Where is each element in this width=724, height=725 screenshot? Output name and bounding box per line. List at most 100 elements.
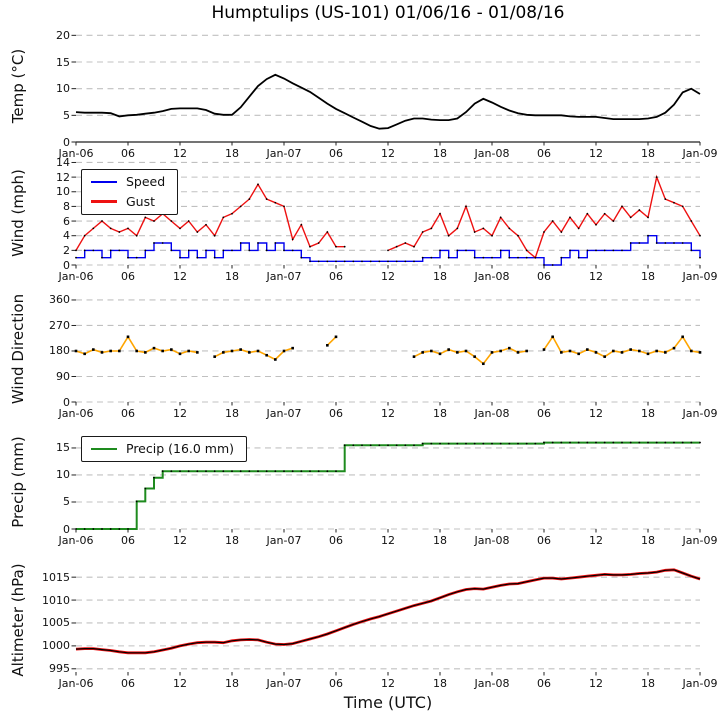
x-tick-label-temp: 12 [173,146,187,160]
x-tick-label-precip: 18 [225,533,239,547]
x-tick-label-temp: 12 [381,146,395,160]
x-tick-label-dir: 06 [537,406,551,420]
x-tick-label-wind: 18 [433,269,447,283]
precip-line-icon [91,447,117,451]
y-tick-label-dir: 270 [49,318,70,332]
x-tick-label-alt: 12 [173,676,187,690]
y-tick-label-alt: 1005 [42,616,70,630]
x-tick-label-wind: 12 [589,269,603,283]
y-tick-label-wind: 12 [56,170,70,184]
y-tick-label-dir: 180 [49,344,70,358]
x-tick-label-temp: 18 [641,146,655,160]
x-tick-label-alt: Jan-07 [266,676,302,690]
x-tick-label-alt: Jan-09 [682,676,718,690]
x-tick-label-wind: Jan-09 [682,269,718,283]
x-tick-label-dir: 12 [381,406,395,420]
x-tick-label-dir: 18 [641,406,655,420]
x-tick-label-wind: 06 [329,269,343,283]
x-tick-label-wind: 12 [381,269,395,283]
x-tick-label-dir: 12 [173,406,187,420]
y-tick-label-wind: 6 [63,214,70,228]
x-tick-label-dir: 06 [121,406,135,420]
y-tick-label-temp: 15 [56,55,70,69]
legend-entry-precip: Precip (16.0 mm) [91,442,234,456]
x-tick-label-wind: 12 [173,269,187,283]
x-tick-label-dir: 18 [433,406,447,420]
x-tick-label-temp: Jan-09 [682,146,718,160]
x-tick-label-alt: 06 [537,676,551,690]
x-tick-label-alt: 12 [589,676,603,690]
y-tick-label-wind: 10 [56,185,70,199]
y-tick-label-precip: 10 [56,468,70,482]
x-tick-label-temp: 06 [121,146,135,160]
x-tick-label-temp: Jan-06 [58,146,94,160]
x-tick-label-temp: 06 [329,146,343,160]
x-tick-label-wind: 06 [121,269,135,283]
y-tick-label-temp: 0 [63,135,70,149]
y-tick-label-precip: 0 [63,522,70,536]
legend-entry-gust: Gust [91,194,165,209]
x-tick-label-alt: 18 [433,676,447,690]
x-tick-label-precip: 18 [433,533,447,547]
x-tick-label-wind: 18 [641,269,655,283]
x-tick-label-alt: 18 [225,676,239,690]
x-tick-label-dir: 18 [225,406,239,420]
y-tick-label-temp: 10 [56,82,70,96]
x-tick-label-precip: 06 [329,533,343,547]
x-tick-label-precip: Jan-08 [474,533,510,547]
x-tick-label-precip: Jan-07 [266,533,302,547]
legend-label-speed: Speed [126,174,166,189]
legend-entry-speed: Speed [91,175,165,189]
x-tick-label-precip: 12 [589,533,603,547]
x-tick-label-alt: Jan-06 [58,676,94,690]
y-tick-label-temp: 20 [56,28,70,42]
x-tick-label-precip: 12 [381,533,395,547]
x-tick-label-alt: 06 [329,676,343,690]
x-tick-label-dir: 06 [329,406,343,420]
x-tick-label-alt: Jan-08 [474,676,510,690]
x-tick-label-precip: Jan-06 [58,533,94,547]
y-tick-label-precip: 5 [63,495,70,509]
y-tick-label-dir: 90 [56,369,70,383]
x-tick-label-precip: 06 [121,533,135,547]
x-tick-label-alt: 12 [381,676,395,690]
x-tick-label-wind: Jan-08 [474,269,510,283]
y-tick-label-wind: 0 [63,258,70,272]
y-tick-label-wind: 14 [56,155,70,169]
y-tick-label-wind: 4 [63,229,70,243]
x-tick-label-wind: Jan-06 [58,269,94,283]
x-tick-label-dir: Jan-06 [58,406,94,420]
x-tick-label-alt: 06 [121,676,135,690]
x-tick-label-dir: Jan-09 [682,406,718,420]
x-tick-label-dir: 12 [589,406,603,420]
chart-title: Humptulips (US-101) 01/06/16 - 01/08/16 [211,3,565,23]
x-tick-label-wind: Jan-07 [266,269,302,283]
x-tick-label-temp: Jan-08 [474,146,510,160]
x-tick-label-dir: Jan-07 [266,406,302,420]
x-tick-label-wind: 18 [225,269,239,283]
x-tick-label-temp: 12 [589,146,603,160]
y-tick-label-temp: 5 [63,108,70,122]
y-tick-label-dir: 360 [49,293,70,307]
x-tick-label-wind: 06 [537,269,551,283]
speed-line-icon [91,180,117,184]
x-tick-label-temp: 18 [433,146,447,160]
x-tick-label-precip: Jan-09 [682,533,718,547]
y-tick-label-wind: 8 [63,199,70,213]
wind-legend: Speed Gust [81,169,179,215]
x-tick-label-precip: 06 [537,533,551,547]
x-tick-label-temp: Jan-07 [266,146,302,160]
gust-line-icon [91,200,117,203]
x-tick-label-precip: 18 [641,533,655,547]
y-tick-label-wind: 2 [63,243,70,257]
y-tick-label-precip: 15 [56,441,70,455]
x-tick-label-temp: 18 [225,146,239,160]
x-axis-title: Time (UTC) [343,693,433,712]
x-tick-label-dir: Jan-08 [474,406,510,420]
x-tick-label-alt: 18 [641,676,655,690]
y-tick-label-alt: 1015 [42,570,70,584]
y-axis-title-altimeter: Altimeter (hPa) [9,563,27,677]
x-tick-label-temp: 06 [537,146,551,160]
